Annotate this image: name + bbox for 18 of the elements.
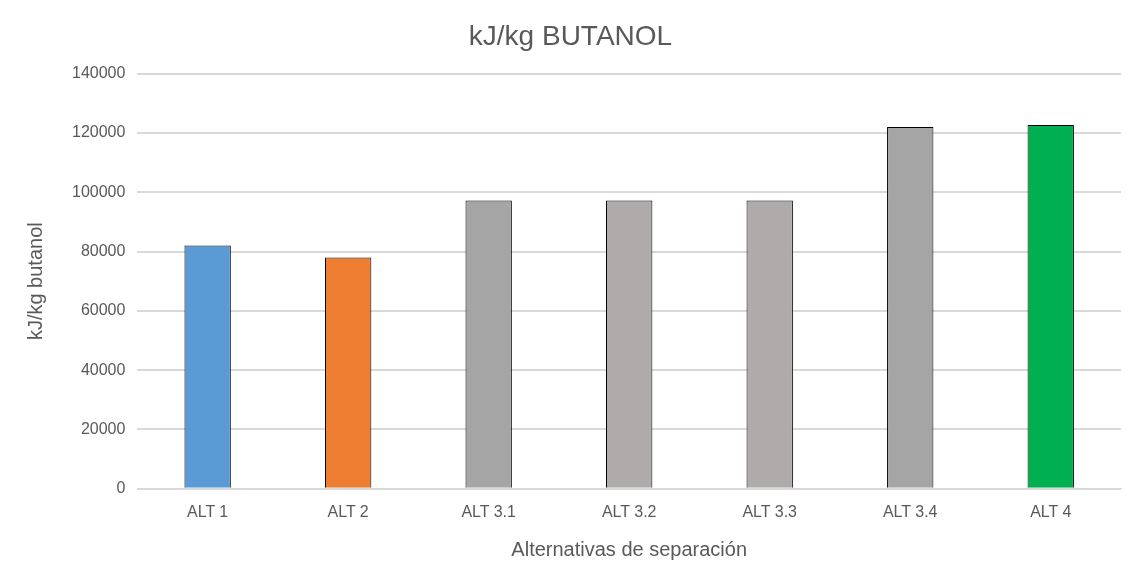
x-tick-label: ALT 3.3 bbox=[742, 502, 798, 520]
y-tick-label: 140000 bbox=[72, 64, 126, 82]
y-tick-label: 80000 bbox=[80, 241, 126, 259]
x-tick-label: ALT 3.2 bbox=[601, 502, 657, 520]
chart-title: kJ/kg BUTANOL bbox=[468, 19, 673, 51]
y-axis-title: kJ/kg butanol bbox=[23, 222, 46, 341]
x-tick-label: ALT 3.1 bbox=[461, 502, 517, 520]
x-axis-title: Alternativas de separación bbox=[511, 537, 748, 560]
y-tick-label: 40000 bbox=[80, 360, 126, 378]
x-tick-label: ALT 2 bbox=[327, 502, 369, 520]
x-tick-label: ALT 1 bbox=[187, 502, 229, 520]
y-tick-label: 20000 bbox=[80, 419, 126, 437]
y-tick-label: 60000 bbox=[80, 301, 126, 319]
y-tick-label: 120000 bbox=[72, 123, 126, 141]
x-tick-label: ALT 3.4 bbox=[882, 502, 938, 520]
x-tick-label: ALT 4 bbox=[1030, 502, 1072, 520]
y-tick-label: 100000 bbox=[72, 182, 126, 200]
y-tick-label: 0 bbox=[116, 479, 126, 497]
